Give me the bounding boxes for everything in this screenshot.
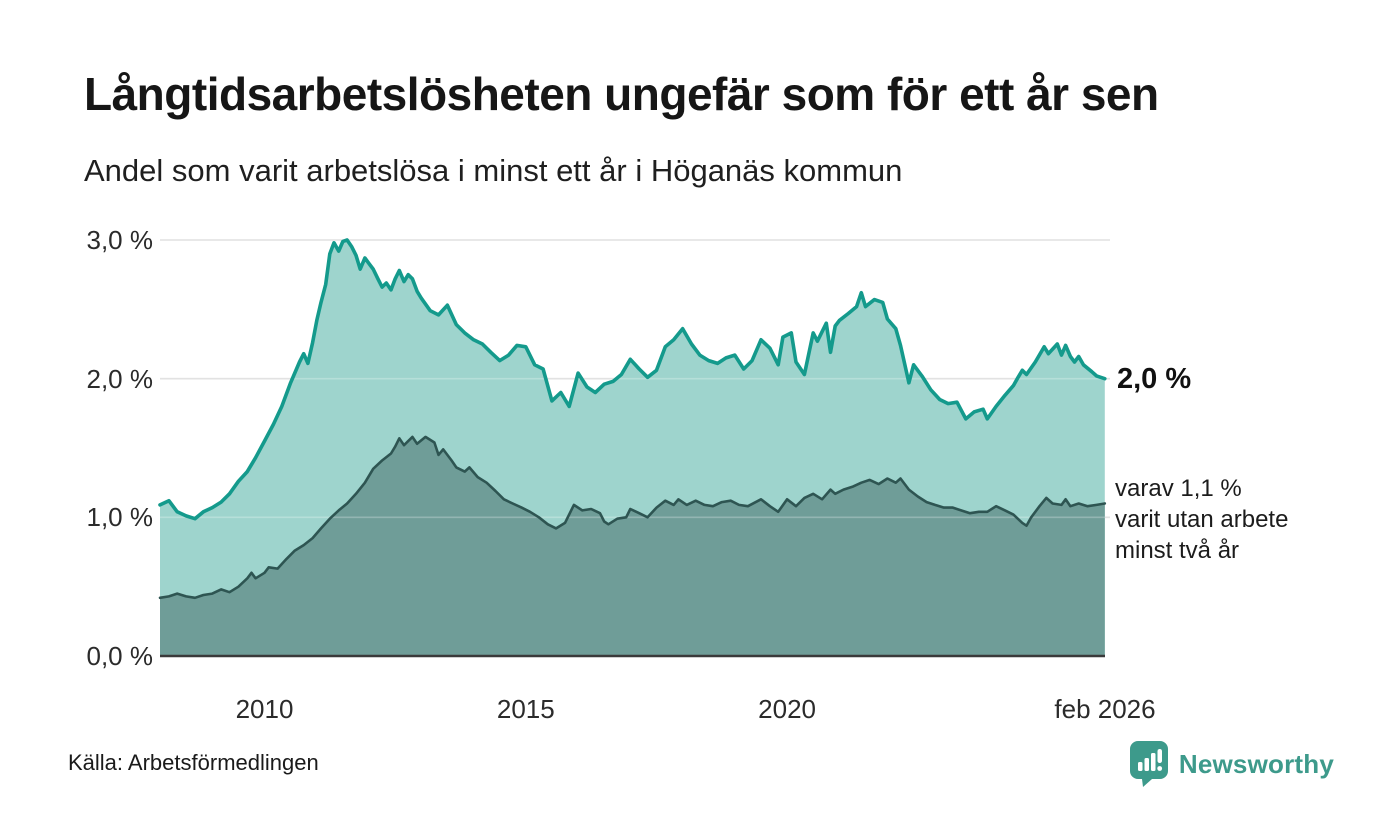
y-tick-label: 3,0 % [86, 225, 154, 255]
x-tick-label: 2010 [235, 694, 294, 724]
y-tick-label: 1,0 % [86, 502, 154, 533]
latest-value-label: 2,0 % [1117, 362, 1192, 395]
newsworthy-logo-icon [1129, 741, 1168, 787]
x-tick-label: 2015 [496, 694, 555, 724]
brand-wordmark: Newsworthy [1178, 749, 1334, 779]
brand-lockup: Newsworthy [1129, 740, 1334, 787]
secondary-series-note: varav 1,1 % varit utan arbete minst två … [1115, 475, 1289, 564]
page-title: Långtidsarbetslösheten ungefär som för e… [84, 68, 1159, 120]
x-tick-label: feb 2026 [1054, 694, 1156, 724]
y-tick-label: 0,0 % [86, 641, 154, 671]
source-attribution: Källa: Arbetsförmedlingen [68, 750, 319, 775]
y-tick-label: 2,0 % [86, 363, 154, 394]
chart-subtitle: Andel som varit arbetslösa i minst ett å… [84, 153, 903, 188]
x-tick-label: 2020 [758, 694, 817, 724]
